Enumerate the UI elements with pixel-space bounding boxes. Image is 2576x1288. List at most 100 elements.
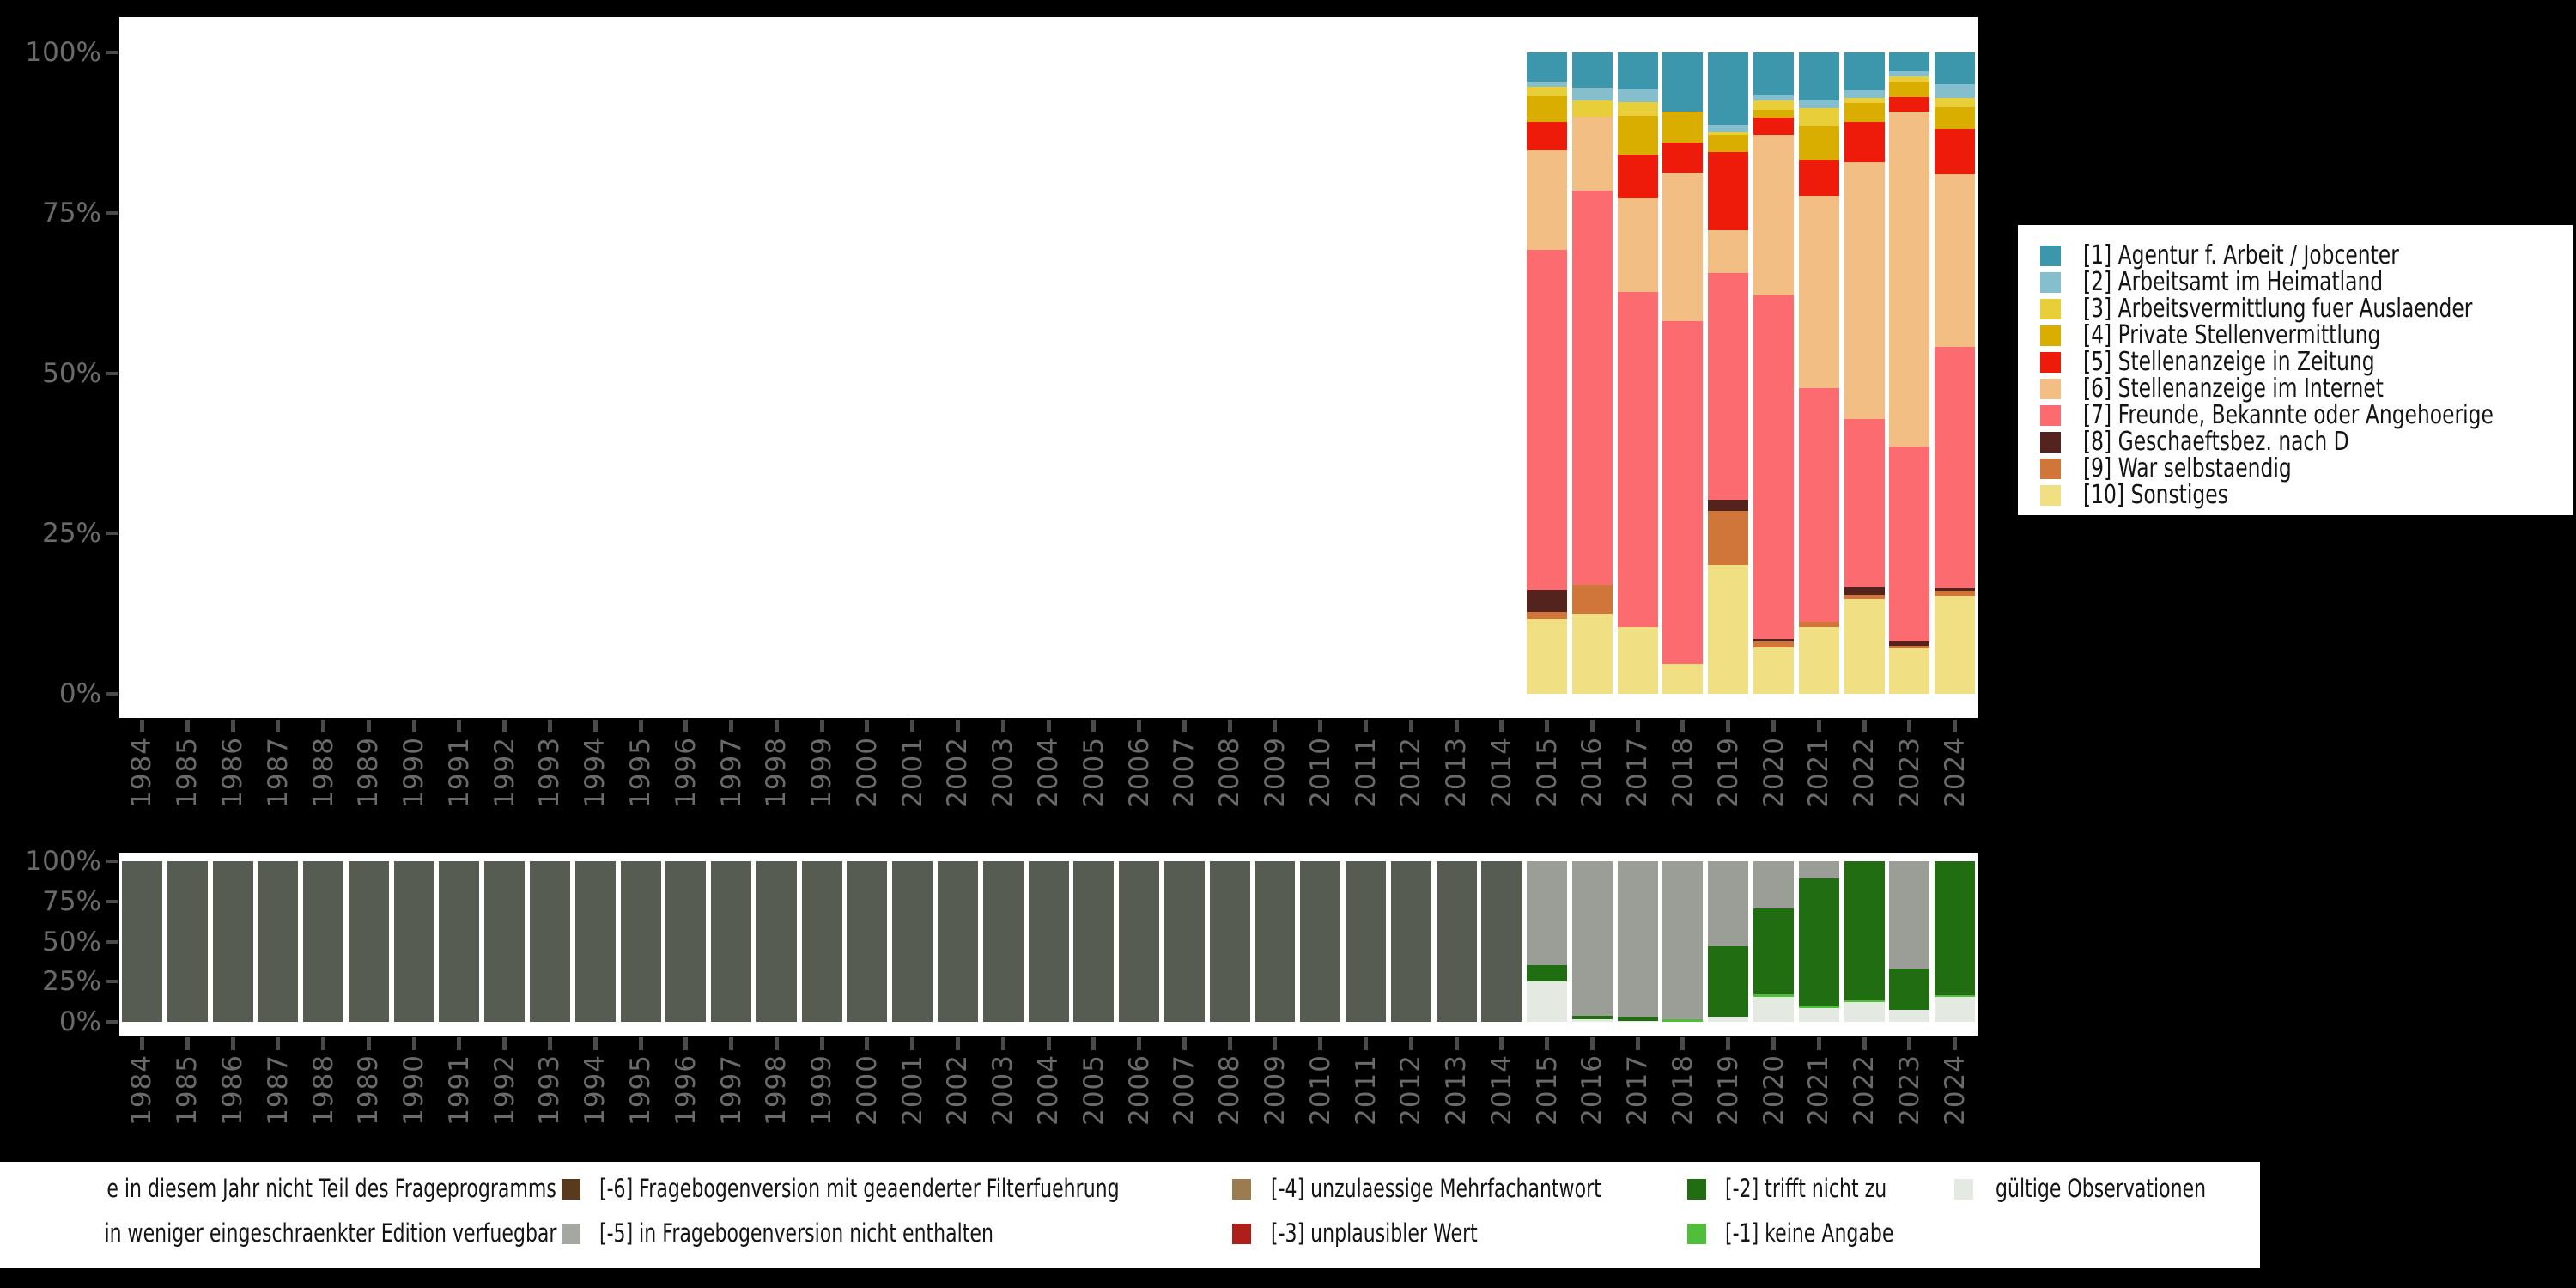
year-label: 2004 [1033,737,1064,808]
top-y-tick [106,51,118,54]
segment--2 [1753,908,1794,995]
legend-label: [10] Sonstiges [2083,480,2228,510]
bottom-bar-2006 [1119,861,1160,1022]
year-label: 2008 [1214,737,1246,808]
bottom-x-tick [1816,1037,1821,1050]
year-label: 2010 [1304,1054,1336,1126]
year-label: 1995 [625,737,656,808]
top-x-axis-label: 1990 [398,737,429,815]
year-label: 2000 [851,1054,883,1126]
year-label: 2014 [1485,1054,1517,1126]
legend-entry: [10] Sonstiges [2040,480,2573,510]
segment--8 [1119,861,1160,1022]
top-x-tick [321,720,325,732]
year-label: 2012 [1395,1054,1427,1126]
segment-9 [1571,584,1613,614]
year-label: 1988 [307,737,339,808]
bottom-x-tick [1635,1037,1640,1050]
segment-8 [1889,641,1930,646]
segment-3 [1753,100,1794,111]
segment-7 [1527,250,1568,590]
top-x-tick [139,720,144,732]
segment-2 [1889,70,1930,77]
bottom-x-axis-label: 1984 [126,1054,157,1133]
segment-valid [1935,997,1976,1022]
year-label: 1985 [172,737,204,808]
year-label: 2018 [1667,737,1698,808]
bottom-bar-1985 [167,861,208,1022]
legend-swatch [2040,325,2061,346]
segment-6 [1571,116,1613,191]
segment-5 [1844,122,1885,162]
top-y-axis-label: 75% [42,197,101,228]
bottom-x-axis-label: 1995 [625,1054,656,1133]
bottom-bar-1993 [529,861,570,1022]
year-label: 2021 [1803,1054,1835,1126]
top-x-axis-label: 1998 [761,737,792,815]
segment--8 [1436,861,1477,1022]
top-x-axis-label: 1988 [308,737,339,815]
segment-1 [1708,52,1749,125]
bottom-x-axis-label: 2003 [987,1054,1018,1133]
top-x-tick [1953,720,1958,732]
segment-valid [1753,996,1794,1022]
legend-swatch [562,1224,580,1244]
bottom-x-tick [1408,1037,1413,1050]
segment-8 [1753,638,1794,642]
segment-10 [1617,627,1658,694]
segment-7 [1753,295,1794,639]
segment-10 [1662,663,1704,694]
bottom-bar-1989 [348,861,389,1022]
segment-6 [1527,150,1568,251]
top-x-tick [1227,720,1232,732]
segment-4 [1844,102,1885,123]
top-x-tick [1364,720,1368,732]
top-x-axis-label: 1997 [716,737,747,815]
segment--2 [1617,1017,1658,1022]
segment-valid [1527,981,1568,1022]
segment-5 [1617,154,1658,198]
top-x-axis-label: 1999 [806,737,837,815]
segment-8 [1844,586,1885,595]
legend-entry: [6] Stellenanzeige im Internet [2040,374,2573,404]
legend-swatch [1687,1179,1706,1200]
bottom-x-axis-label: 1988 [308,1054,339,1133]
segment--8 [393,861,434,1022]
segment-5 [1935,128,1976,174]
segment--8 [1028,861,1069,1022]
bottom-bar-1992 [484,861,526,1022]
bottom-x-tick [1046,1037,1051,1050]
bottom-bar-2017 [1617,861,1658,1022]
top-x-axis-label: 2020 [1759,737,1789,815]
legend-entry: [5] Stellenanzeige in Zeitung [2040,347,2573,377]
top-x-tick [1454,720,1459,732]
year-label: 2003 [987,1054,1019,1126]
bottom-x-axis-label: 2010 [1305,1054,1336,1133]
bottom-bar-2008 [1209,861,1250,1022]
top-y-tick [106,532,118,536]
legend-swatch [1232,1179,1251,1200]
legend-label: [1] Agentur f. Arbeit / Jobcenter [2083,240,2399,270]
segment--5 [1708,861,1749,947]
legend-label: [-6] Fragebogenversion mit geaenderter F… [599,1174,1120,1203]
top-x-axis-label: 2001 [897,737,928,815]
bottom-x-axis-label: 1992 [489,1054,520,1133]
year-label: 2016 [1577,737,1608,808]
segment--8 [574,861,616,1022]
segment-3 [1798,107,1839,126]
bottom-x-axis-label: 2015 [1532,1054,1563,1133]
top-x-axis-label: 2022 [1849,737,1880,815]
segment-6 [1889,112,1930,447]
legend-label: [5] Stellenanzeige in Zeitung [2083,347,2375,377]
year-label: 2011 [1350,737,1382,808]
top-x-tick [1816,720,1821,732]
segment--8 [348,861,389,1022]
segment--8 [167,861,208,1022]
year-label: 1987 [262,1054,294,1126]
bottom-x-tick [1589,1037,1595,1050]
segment-10 [1571,613,1613,694]
bottom-y-axis-label: 75% [42,885,101,917]
year-label: 2005 [1078,737,1109,808]
year-label: 1992 [489,737,520,808]
bottom-x-axis-label: 1999 [806,1054,837,1133]
